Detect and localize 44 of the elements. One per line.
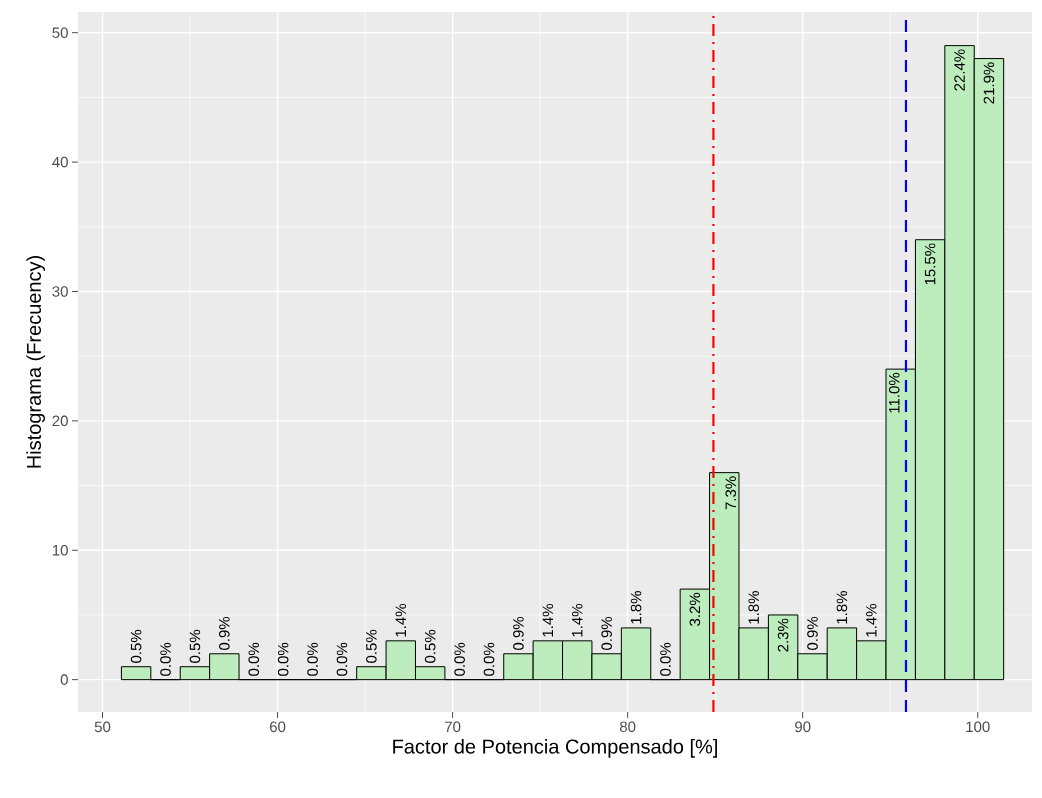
annotation: 1.8% bbox=[748, 591, 759, 624]
annotation: 0.0% bbox=[307, 642, 318, 676]
annotation: 3.2% bbox=[689, 592, 701, 626]
annotation: 0.0% bbox=[277, 642, 289, 676]
x-tick-label: 100 bbox=[966, 721, 990, 733]
x-tick-label: 80 bbox=[619, 721, 636, 733]
annotation: 0.0% bbox=[660, 642, 671, 676]
annotation: 1.8% bbox=[836, 591, 848, 624]
annotation: 0.0% bbox=[483, 642, 495, 676]
y-tick-label: 30 bbox=[52, 286, 68, 297]
annotation: 0.0% bbox=[160, 642, 171, 676]
annotation: 1.8% bbox=[630, 591, 642, 624]
annotation: 0.5% bbox=[366, 629, 377, 663]
y-tick-label: 40 bbox=[52, 156, 68, 168]
x-tick-label: 50 bbox=[94, 721, 111, 733]
annotation: 1.4% bbox=[866, 603, 877, 637]
annotation: 0.9% bbox=[513, 616, 524, 650]
annotation: 0.5% bbox=[424, 629, 436, 663]
annotation: 0.0% bbox=[336, 642, 348, 676]
x-axis-title: Factor de Potencia Compensado [%] bbox=[393, 738, 717, 758]
annotation: 7.3% bbox=[725, 476, 737, 510]
annotation: 21.9% bbox=[983, 62, 995, 104]
y-tick-label: 20 bbox=[52, 415, 68, 427]
annotation: 0.9% bbox=[807, 616, 818, 650]
annotation: 11.0% bbox=[888, 372, 900, 413]
annotation: 15.5% bbox=[924, 243, 936, 285]
annotation: 2.3% bbox=[777, 618, 789, 652]
y-axis-title: Histograma (Frecuency) bbox=[26, 256, 45, 468]
annotation: 0.9% bbox=[219, 616, 230, 650]
x-tick-label: 90 bbox=[795, 721, 811, 733]
x-tick-label: 60 bbox=[269, 721, 286, 733]
annotation: 0.5% bbox=[189, 629, 201, 663]
x-tick-label: 70 bbox=[445, 721, 461, 733]
y-tick-label: 50 bbox=[52, 27, 68, 38]
annotation: 0.9% bbox=[601, 616, 612, 650]
annotation: 22.4% bbox=[954, 49, 965, 91]
y-tick-label: 10 bbox=[52, 544, 68, 556]
annotation: 0.5% bbox=[130, 629, 142, 663]
annotation: 0.0% bbox=[454, 642, 465, 676]
annotation: 1.4% bbox=[571, 603, 583, 637]
annotation: 1.4% bbox=[395, 603, 407, 637]
annotation: 1.4% bbox=[542, 603, 554, 637]
y-tick-label: 0 bbox=[60, 674, 68, 685]
annotation: 0.0% bbox=[248, 642, 260, 676]
